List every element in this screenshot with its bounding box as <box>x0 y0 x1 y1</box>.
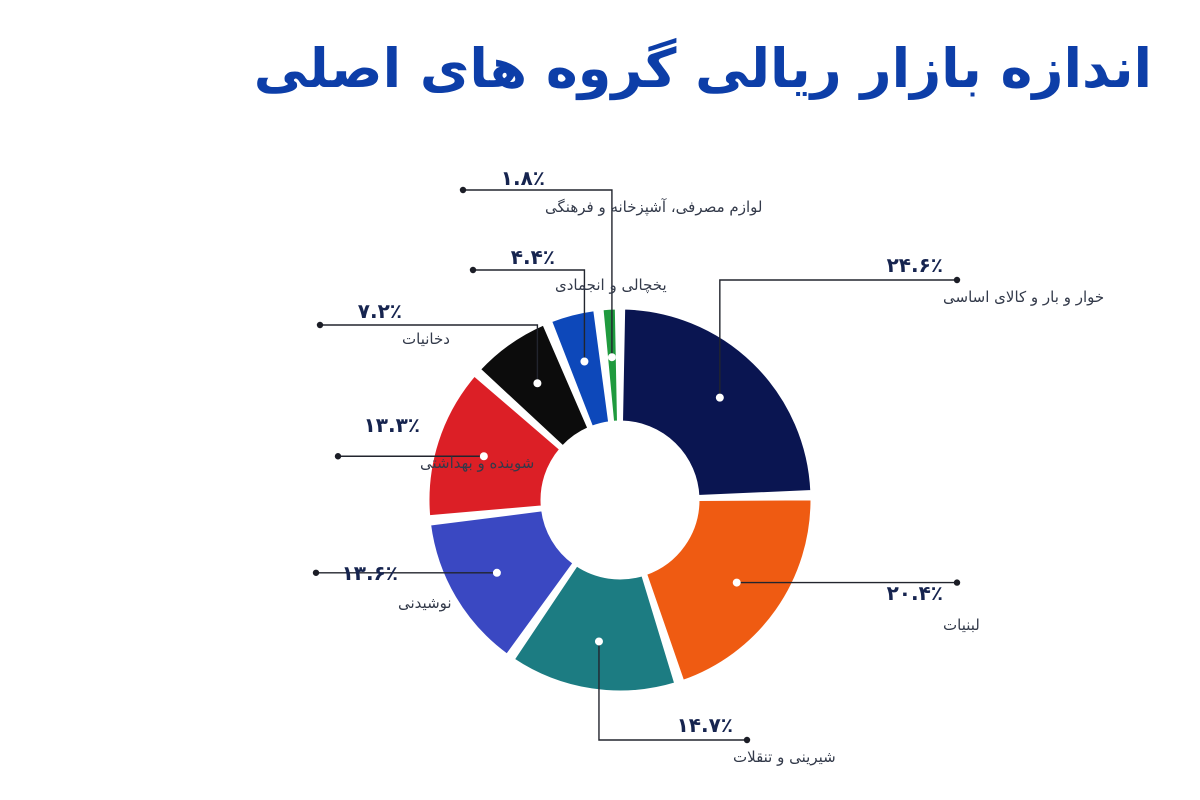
leader-end-dot <box>469 266 477 274</box>
category-label: لبنیات <box>943 616 980 634</box>
value-label: ۱۳.۶٪ <box>342 561 398 585</box>
donut-slice <box>644 497 814 683</box>
leader-end-dot <box>334 453 342 460</box>
donut-slice <box>549 308 612 429</box>
leader-end-dot <box>743 736 751 744</box>
category-label: یخچالی و انجمادی <box>555 276 667 294</box>
slice-anchor-dot <box>732 578 741 587</box>
donut-slice <box>428 508 576 657</box>
value-label: ۷.۲٪ <box>358 299 402 323</box>
slice-anchor-dot <box>580 357 589 366</box>
value-label: ۴.۴٪ <box>511 245 555 269</box>
leader-end-dot <box>953 276 961 284</box>
slices-group <box>426 306 814 694</box>
leader-line <box>463 189 613 358</box>
category-label: لوازم مصرفی، آشپزخانه و فرهنگی <box>545 198 762 217</box>
donut-slice <box>619 306 814 499</box>
leaders-group <box>312 186 961 744</box>
slice-anchor-dot <box>594 637 603 646</box>
donut-slice <box>600 306 621 424</box>
slice-anchor-dot <box>479 452 488 461</box>
chart-title: اندازه بازار ریالی گروه های اصلی <box>253 37 1152 100</box>
leader-line <box>719 279 957 398</box>
slice-anchor-dot <box>715 393 724 402</box>
slice-anchor-dot <box>607 353 616 362</box>
leader-end-dot <box>953 579 961 586</box>
value-label: ۲۰.۴٪ <box>887 581 943 605</box>
donut-slice <box>511 563 678 694</box>
value-label: ۱۳.۳٪ <box>364 413 420 437</box>
leader-end-dot <box>312 569 320 576</box>
category-label: دخانیات <box>402 330 450 348</box>
leader-end-dot <box>316 321 324 329</box>
category-label: شیرینی و تنقلات <box>733 748 836 766</box>
labels-group: ۲۴.۶٪خوار و بار و کالای اساسی ۲۰.۴٪لبنیات… <box>342 166 1105 766</box>
slice-anchor-dot <box>533 379 542 388</box>
value-label: ۲۴.۶٪ <box>887 253 943 277</box>
leader-line <box>598 641 747 741</box>
category-label: نوشیدنی <box>398 594 452 612</box>
donut-slice <box>426 373 563 519</box>
value-label: ۱.۸٪ <box>501 166 545 190</box>
slice-anchor-dot <box>492 568 501 577</box>
leader-line <box>320 324 539 384</box>
value-label: ۱۴.۷٪ <box>677 713 733 737</box>
leader-end-dot <box>459 186 467 194</box>
leader-line <box>473 269 586 362</box>
category-label: خوار و بار و کالای اساسی <box>943 288 1104 306</box>
category-label: شوینده و بهداشتی <box>420 454 534 472</box>
